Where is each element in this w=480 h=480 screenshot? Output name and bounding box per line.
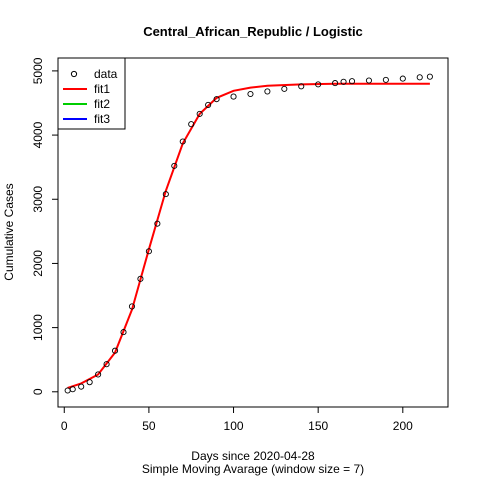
data-point bbox=[416, 74, 423, 81]
legend-label-fit2: fit2 bbox=[94, 97, 110, 111]
series-line-fit1 bbox=[67, 82, 430, 389]
data-point bbox=[348, 78, 356, 85]
x-tick-label: 0 bbox=[61, 419, 68, 433]
chart-title: Central_African_Republic / Logistic bbox=[143, 24, 363, 39]
x-tick-label: 200 bbox=[393, 419, 413, 433]
x-axis: 0 50 100 150 200 bbox=[61, 406, 413, 433]
data-point bbox=[69, 386, 76, 393]
x-tick-label: 100 bbox=[224, 419, 244, 433]
legend-label-data: data bbox=[94, 67, 118, 81]
y-tick-label: 4000 bbox=[31, 121, 45, 148]
data-point bbox=[382, 76, 389, 83]
data-point bbox=[205, 101, 212, 108]
x-axis-sublabel: Simple Moving Avarage (window size = 7) bbox=[142, 462, 364, 476]
x-tick-label: 50 bbox=[142, 419, 156, 433]
data-point bbox=[120, 329, 127, 336]
data-point bbox=[103, 361, 110, 368]
data-point bbox=[95, 371, 102, 378]
y-tick-label: 0 bbox=[31, 388, 45, 395]
data-point bbox=[188, 121, 195, 128]
data-point bbox=[426, 73, 433, 80]
legend-label-fit1: fit1 bbox=[94, 82, 110, 96]
x-tick-label: 150 bbox=[308, 419, 328, 433]
data-point bbox=[213, 96, 220, 103]
data-point bbox=[128, 303, 136, 310]
y-tick-label: 2000 bbox=[31, 250, 45, 277]
data-point bbox=[196, 110, 203, 117]
data-point bbox=[179, 138, 186, 145]
data-point bbox=[247, 90, 254, 98]
data-point bbox=[298, 83, 305, 90]
series-layer bbox=[64, 73, 433, 394]
legend-box bbox=[57, 57, 126, 130]
data-point bbox=[171, 162, 178, 169]
y-axis-label: Cumulative Cases bbox=[2, 183, 16, 280]
y-tick-label: 1000 bbox=[31, 314, 45, 341]
y-tick-label: 3000 bbox=[31, 186, 45, 213]
data-point bbox=[281, 85, 288, 92]
data-point bbox=[399, 75, 406, 82]
x-axis-label: Days since 2020-04-28 bbox=[191, 449, 315, 463]
data-point bbox=[230, 93, 237, 100]
data-point bbox=[340, 78, 347, 85]
data-point bbox=[162, 191, 169, 198]
data-point bbox=[315, 81, 322, 88]
y-tick-label: 5000 bbox=[31, 57, 45, 84]
data-point bbox=[78, 383, 85, 390]
data-point bbox=[332, 80, 339, 87]
legend-symbol-data bbox=[70, 70, 78, 78]
data-point bbox=[154, 220, 161, 227]
data-point bbox=[264, 88, 271, 95]
legend-label-fit3: fit3 bbox=[94, 112, 110, 126]
data-point bbox=[365, 77, 373, 84]
data-point bbox=[86, 379, 93, 386]
data-point bbox=[137, 275, 144, 282]
data-point bbox=[145, 248, 152, 255]
data-point bbox=[111, 347, 119, 354]
